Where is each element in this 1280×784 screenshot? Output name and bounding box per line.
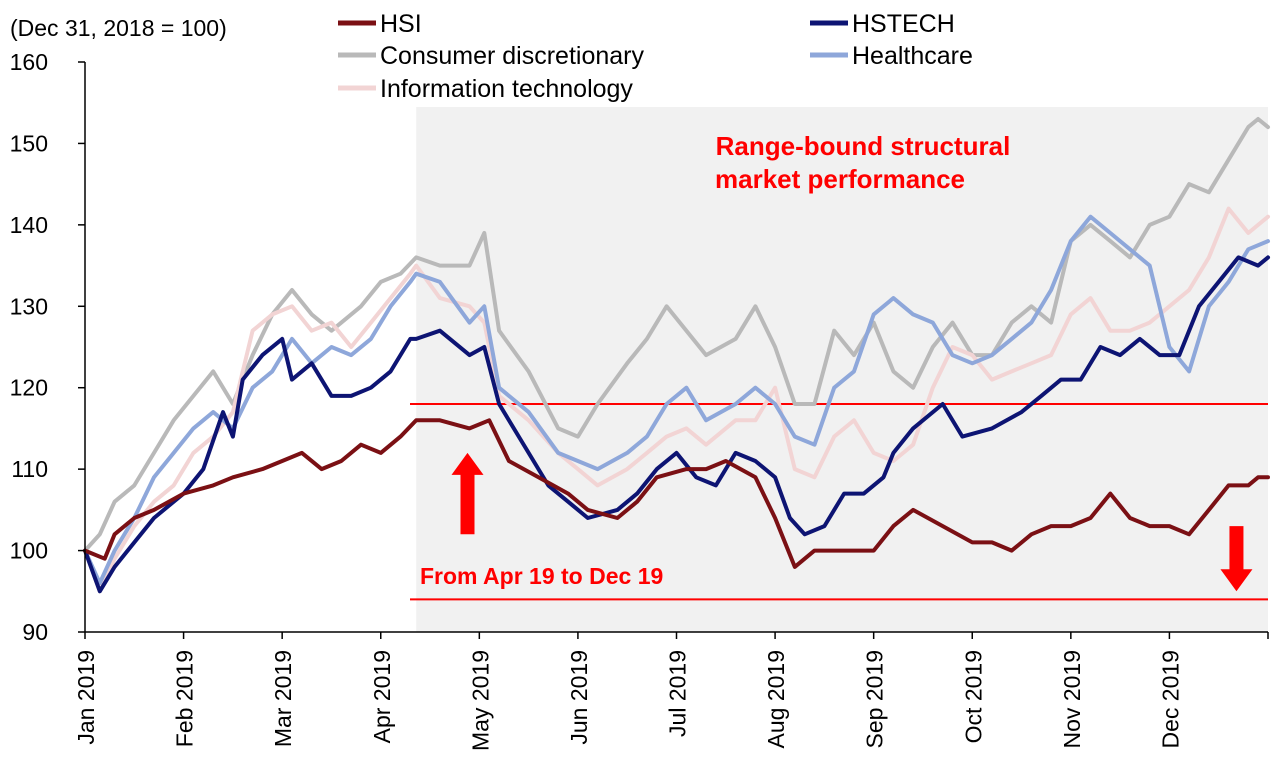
series-healthcare <box>83 214 1270 586</box>
y-tick-label: 100 <box>10 538 48 564</box>
y-tick-label: 150 <box>10 130 48 156</box>
series-hstech <box>83 255 1270 594</box>
legend-label-consumer-discretionary: Consumer discretionary <box>380 42 644 70</box>
x-tick-label: Jun 2019 <box>566 650 592 745</box>
unit-label: (Dec 31, 2018 = 100) <box>10 15 227 41</box>
shaded-period <box>416 107 1268 632</box>
legend-label-information-technology: Information technology <box>380 75 633 103</box>
y-tick-label: 120 <box>10 375 48 401</box>
x-tick-label: Oct 2019 <box>960 650 986 743</box>
range-title-line-1: Range-bound structural <box>716 131 1011 161</box>
legend: HSI HSTECH Consumer discretionary Healthcar… <box>338 10 973 103</box>
arrow-up <box>451 452 484 535</box>
x-axis-ticks: Jan 2019 Feb 2019 Mar 2019 Apr 2019 May 2019… <box>73 632 1269 751</box>
x-tick-label: Nov 2019 <box>1059 650 1085 748</box>
series-hsi <box>83 418 1270 569</box>
x-tick-label: Apr 2019 <box>369 650 395 743</box>
y-tick-label: 140 <box>10 212 48 238</box>
x-tick-label: Feb 2019 <box>172 650 198 747</box>
annotation-arrows <box>451 452 1253 592</box>
series-lines <box>83 117 1270 594</box>
y-tick-label: 90 <box>22 619 48 645</box>
period-annotation: From Apr 19 to Dec 19 <box>420 563 663 589</box>
y-axis-ticks: 90 100 110 120 130 140 150 160 <box>10 49 85 645</box>
range-title-line-2: market performance <box>715 164 965 194</box>
range-lines <box>410 403 1268 601</box>
legend-label-hsi: HSI <box>380 10 422 38</box>
legend-label-hstech: HSTECH <box>852 10 955 38</box>
y-tick-label: 110 <box>11 456 48 482</box>
x-tick-label: Aug 2019 <box>763 650 789 748</box>
y-tick-label: 130 <box>10 293 48 319</box>
series-information-technology <box>83 206 1270 594</box>
x-tick-label: Mar 2019 <box>270 650 296 747</box>
series-consumer-discretionary <box>83 117 1270 553</box>
x-tick-label: Jul 2019 <box>665 650 691 737</box>
x-tick-label: Sep 2019 <box>862 650 888 748</box>
y-tick-label: 160 <box>10 49 48 75</box>
legend-label-healthcare: Healthcare <box>852 42 973 70</box>
x-tick-label: Jan 2019 <box>73 650 99 745</box>
x-tick-label: Dec 2019 <box>1157 650 1183 748</box>
x-tick-label: May 2019 <box>467 650 493 751</box>
arrow-down <box>1220 526 1253 592</box>
